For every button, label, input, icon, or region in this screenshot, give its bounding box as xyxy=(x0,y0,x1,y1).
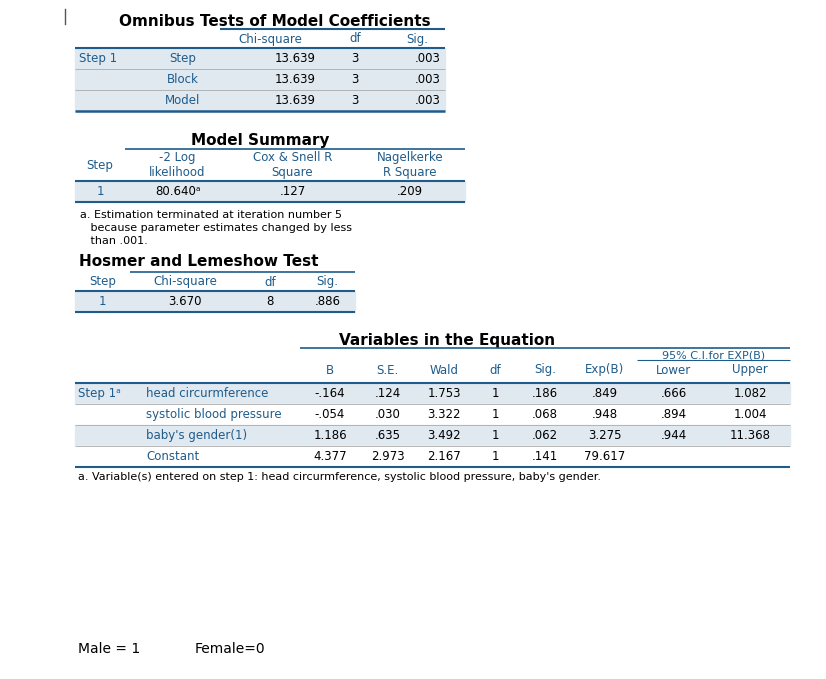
Text: 79.617: 79.617 xyxy=(584,450,625,463)
Text: .635: .635 xyxy=(374,429,401,442)
Text: systolic blood pressure: systolic blood pressure xyxy=(146,408,282,421)
Bar xyxy=(75,404,790,425)
Bar xyxy=(75,383,790,404)
Text: Exp(B): Exp(B) xyxy=(585,363,624,376)
Bar xyxy=(75,90,445,111)
Text: Female=0: Female=0 xyxy=(195,642,266,656)
Text: .849: .849 xyxy=(591,387,618,400)
Text: 1.004: 1.004 xyxy=(733,408,767,421)
Text: 1: 1 xyxy=(97,185,104,198)
Text: Step: Step xyxy=(169,52,196,65)
Text: Model: Model xyxy=(165,94,200,107)
Text: Lower: Lower xyxy=(656,363,691,376)
Text: 11.368: 11.368 xyxy=(729,429,771,442)
Text: .030: .030 xyxy=(374,408,401,421)
Text: .209: .209 xyxy=(397,185,423,198)
Text: .948: .948 xyxy=(591,408,618,421)
Text: S.E.: S.E. xyxy=(377,363,399,376)
Text: df: df xyxy=(490,363,501,376)
Text: 1.186: 1.186 xyxy=(313,429,347,442)
Text: .666: .666 xyxy=(660,387,686,400)
Text: .886: .886 xyxy=(315,295,340,308)
Text: .062: .062 xyxy=(532,429,558,442)
Text: Cox & Snell R
Square: Cox & Snell R Square xyxy=(253,151,332,179)
Text: 2.167: 2.167 xyxy=(427,450,461,463)
Text: Block: Block xyxy=(167,73,198,86)
Text: 80.640ᵃ: 80.640ᵃ xyxy=(154,185,200,198)
Text: a. Variable(s) entered on step 1: head circurmference, systolic blood pressure, : a. Variable(s) entered on step 1: head c… xyxy=(78,472,601,482)
Text: .124: .124 xyxy=(374,387,401,400)
Bar xyxy=(75,446,790,467)
Bar xyxy=(75,48,445,69)
Text: 4.377: 4.377 xyxy=(313,450,347,463)
Text: 8: 8 xyxy=(266,295,273,308)
Text: baby's gender(1): baby's gender(1) xyxy=(146,429,247,442)
Text: Step: Step xyxy=(87,158,113,172)
Text: .003: .003 xyxy=(415,52,441,65)
Text: Hosmer and Lemeshow Test: Hosmer and Lemeshow Test xyxy=(79,255,319,270)
Text: Sig.: Sig. xyxy=(534,363,556,376)
Bar xyxy=(75,181,465,202)
Bar xyxy=(75,69,445,90)
Text: Constant: Constant xyxy=(146,450,199,463)
Text: 13.639: 13.639 xyxy=(275,73,316,86)
Text: .127: .127 xyxy=(279,185,306,198)
Text: Sig.: Sig. xyxy=(406,33,429,45)
Text: .186: .186 xyxy=(532,387,558,400)
Text: .944: .944 xyxy=(660,429,686,442)
Text: 95% C.I.for EXP(B): 95% C.I.for EXP(B) xyxy=(662,351,765,361)
Text: Upper: Upper xyxy=(732,363,768,376)
Text: 1.082: 1.082 xyxy=(733,387,767,400)
Text: a. Estimation terminated at iteration number 5
   because parameter estimates ch: a. Estimation terminated at iteration nu… xyxy=(80,210,352,246)
Text: Step 1ᵃ: Step 1ᵃ xyxy=(78,387,121,400)
Text: -.164: -.164 xyxy=(315,387,345,400)
Text: .068: .068 xyxy=(532,408,558,421)
Text: -.054: -.054 xyxy=(315,408,345,421)
Text: 13.639: 13.639 xyxy=(275,94,316,107)
Text: .003: .003 xyxy=(415,94,441,107)
Text: 1.753: 1.753 xyxy=(427,387,461,400)
Text: Wald: Wald xyxy=(430,363,458,376)
Text: 1: 1 xyxy=(491,450,499,463)
Text: 3.322: 3.322 xyxy=(427,408,461,421)
Bar xyxy=(75,291,355,312)
Bar xyxy=(75,425,790,446)
Text: 1: 1 xyxy=(99,295,107,308)
Text: 3.275: 3.275 xyxy=(588,429,621,442)
Text: .894: .894 xyxy=(661,408,686,421)
Text: Step 1: Step 1 xyxy=(79,52,117,65)
Text: Sig.: Sig. xyxy=(316,276,339,289)
Text: Omnibus Tests of Model Coefficients: Omnibus Tests of Model Coefficients xyxy=(119,14,431,29)
Text: Variables in the Equation: Variables in the Equation xyxy=(339,333,556,348)
Text: -2 Log
likelihood: -2 Log likelihood xyxy=(150,151,206,179)
Text: .003: .003 xyxy=(415,73,441,86)
Text: 3.670: 3.670 xyxy=(169,295,202,308)
Text: df: df xyxy=(349,33,361,45)
Text: Chi-square: Chi-square xyxy=(238,33,302,45)
Text: 3: 3 xyxy=(351,52,358,65)
Text: 3: 3 xyxy=(351,73,358,86)
Text: 13.639: 13.639 xyxy=(275,52,316,65)
Text: 3.492: 3.492 xyxy=(427,429,461,442)
Text: Nagelkerke
R Square: Nagelkerke R Square xyxy=(377,151,444,179)
Text: 1: 1 xyxy=(491,429,499,442)
Text: B: B xyxy=(326,363,334,376)
Text: Male = 1: Male = 1 xyxy=(78,642,140,656)
Text: head circurmference: head circurmference xyxy=(146,387,268,400)
Text: Model Summary: Model Summary xyxy=(191,134,330,149)
Text: Chi-square: Chi-square xyxy=(153,276,217,289)
Text: .141: .141 xyxy=(532,450,558,463)
Text: 1: 1 xyxy=(491,387,499,400)
Text: 2.973: 2.973 xyxy=(371,450,404,463)
Text: 3: 3 xyxy=(351,94,358,107)
Text: 1: 1 xyxy=(491,408,499,421)
Text: Step: Step xyxy=(89,276,116,289)
Text: df: df xyxy=(264,276,276,289)
